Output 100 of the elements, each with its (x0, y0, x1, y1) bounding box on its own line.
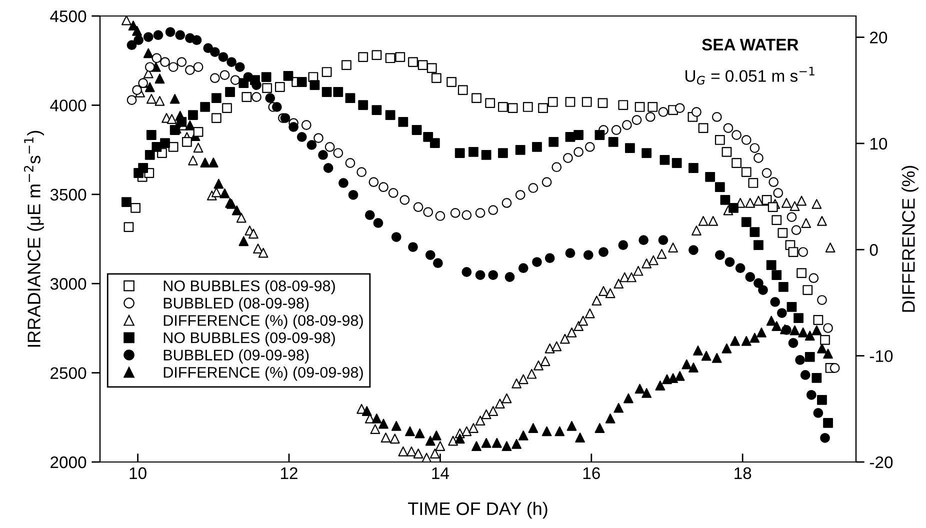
point (323, 163, 334, 173)
point (582, 97, 592, 107)
point (274, 82, 285, 92)
point (348, 190, 358, 200)
point (772, 215, 782, 226)
point (234, 62, 245, 72)
point (385, 53, 396, 64)
point (165, 27, 176, 38)
point (498, 102, 508, 112)
point (143, 32, 154, 42)
y-tick-label: 2500 (50, 367, 86, 380)
point (820, 432, 830, 443)
point (732, 158, 742, 168)
x-tick-label: 14 (432, 467, 449, 479)
point (795, 355, 806, 365)
point (583, 250, 594, 260)
y-tick-label: 2000 (50, 456, 86, 468)
point (618, 100, 628, 110)
x-tick-label: 16 (583, 467, 600, 480)
point (210, 47, 220, 57)
y-tick-label: 4500 (50, 10, 86, 22)
point (800, 370, 810, 380)
point (538, 103, 548, 113)
point (648, 102, 658, 112)
y-axis-title: IRRADIANCE (μE m$^{−2}$s$^{−1}$) (24, 130, 44, 347)
point (754, 278, 764, 288)
point (532, 257, 542, 267)
point (770, 297, 780, 307)
y2-axis-title: DIFFERENCE (%) (902, 166, 918, 312)
point (372, 50, 382, 60)
y2-tick-label: -10 (870, 350, 893, 362)
point (130, 203, 140, 213)
point (288, 122, 298, 132)
point (472, 93, 482, 104)
point (758, 285, 768, 295)
point (598, 98, 608, 108)
point (426, 63, 437, 74)
point (446, 77, 456, 87)
point (796, 268, 807, 278)
point (432, 258, 443, 268)
point (168, 142, 178, 152)
point (272, 102, 282, 112)
x-tick-label: 18 (734, 467, 752, 480)
point (153, 30, 164, 40)
x-tick-label: 10 (130, 467, 146, 480)
point (722, 146, 732, 157)
x-axis-title: TIME OF DAY (h) (408, 502, 548, 519)
y2-tick-label: 10 (870, 138, 888, 150)
point (458, 85, 468, 95)
point (508, 103, 518, 113)
legend-label: DIFFERENCE (%) (08-09-98) (164, 314, 363, 329)
point (391, 232, 402, 242)
point (318, 150, 328, 160)
y2-tick-label: 20 (870, 32, 888, 44)
point (688, 245, 698, 256)
y2-tick-label: 0 (870, 244, 878, 256)
point (124, 222, 134, 232)
point (192, 35, 202, 46)
x-tick-label: 12 (281, 467, 298, 479)
point (745, 272, 756, 282)
point (358, 52, 368, 62)
point (813, 408, 824, 418)
point (820, 335, 830, 345)
point (776, 308, 787, 318)
point (475, 270, 486, 280)
point (306, 140, 317, 150)
legend-label: NO BUBBLES (08-09-98) (164, 280, 335, 294)
point (252, 80, 262, 90)
y-tick-label: 3000 (50, 278, 86, 290)
point (408, 57, 418, 67)
annotation: U$_{G}$ = 0.051 m s$^{−1}$ (686, 66, 814, 85)
point (364, 210, 375, 220)
point (735, 263, 746, 274)
point (211, 113, 222, 123)
point (462, 267, 472, 277)
point (265, 93, 276, 104)
point (618, 240, 628, 250)
point (522, 102, 533, 112)
point (226, 57, 236, 67)
annotation: SEA WATER (702, 38, 798, 51)
point (193, 127, 204, 137)
point (544, 253, 555, 264)
point (485, 98, 496, 108)
point (788, 247, 798, 257)
point (222, 103, 232, 113)
legend-label: BUBBLED (09-09-98) (164, 349, 309, 364)
point (425, 250, 436, 260)
point (598, 247, 608, 257)
point (418, 60, 428, 70)
point (182, 137, 192, 147)
point (338, 178, 348, 188)
point (741, 167, 752, 178)
point (175, 30, 186, 40)
point (714, 250, 725, 260)
point (342, 60, 352, 70)
point (408, 242, 418, 252)
y2-tick-label: -20 (870, 456, 893, 468)
point (395, 52, 406, 62)
point (296, 132, 307, 142)
point (698, 123, 708, 133)
